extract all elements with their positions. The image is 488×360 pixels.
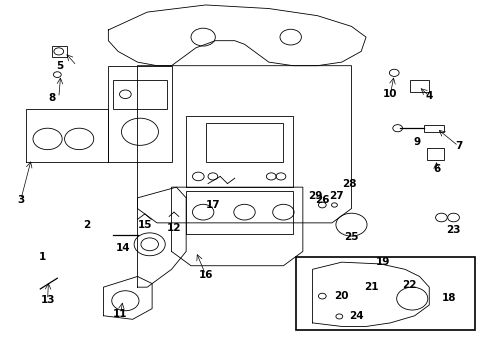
Text: 12: 12 xyxy=(166,223,181,233)
Text: 11: 11 xyxy=(113,309,127,319)
Text: 27: 27 xyxy=(329,191,344,201)
Text: 19: 19 xyxy=(375,257,389,267)
Text: 21: 21 xyxy=(363,282,377,292)
Text: 1: 1 xyxy=(39,252,46,262)
Text: 16: 16 xyxy=(198,270,212,280)
Text: 9: 9 xyxy=(413,138,420,148)
Text: 14: 14 xyxy=(115,243,130,253)
Text: 24: 24 xyxy=(348,311,363,321)
Text: 25: 25 xyxy=(344,232,358,242)
Text: 4: 4 xyxy=(425,91,432,101)
Text: 28: 28 xyxy=(341,179,356,189)
Text: 8: 8 xyxy=(49,93,56,103)
Text: 17: 17 xyxy=(205,200,220,210)
Text: 3: 3 xyxy=(17,195,24,204)
Text: 7: 7 xyxy=(454,141,461,151)
Text: 29: 29 xyxy=(307,191,322,201)
Text: 10: 10 xyxy=(382,89,397,99)
Text: 2: 2 xyxy=(82,220,90,230)
Text: 23: 23 xyxy=(446,225,460,235)
Text: 18: 18 xyxy=(441,293,455,303)
Text: 5: 5 xyxy=(56,61,63,71)
Text: 20: 20 xyxy=(334,291,348,301)
Text: 22: 22 xyxy=(402,280,416,291)
Text: 6: 6 xyxy=(432,164,439,174)
Text: 15: 15 xyxy=(137,220,152,230)
Text: 26: 26 xyxy=(314,195,329,204)
Text: 13: 13 xyxy=(40,295,55,305)
Bar xyxy=(295,257,474,330)
